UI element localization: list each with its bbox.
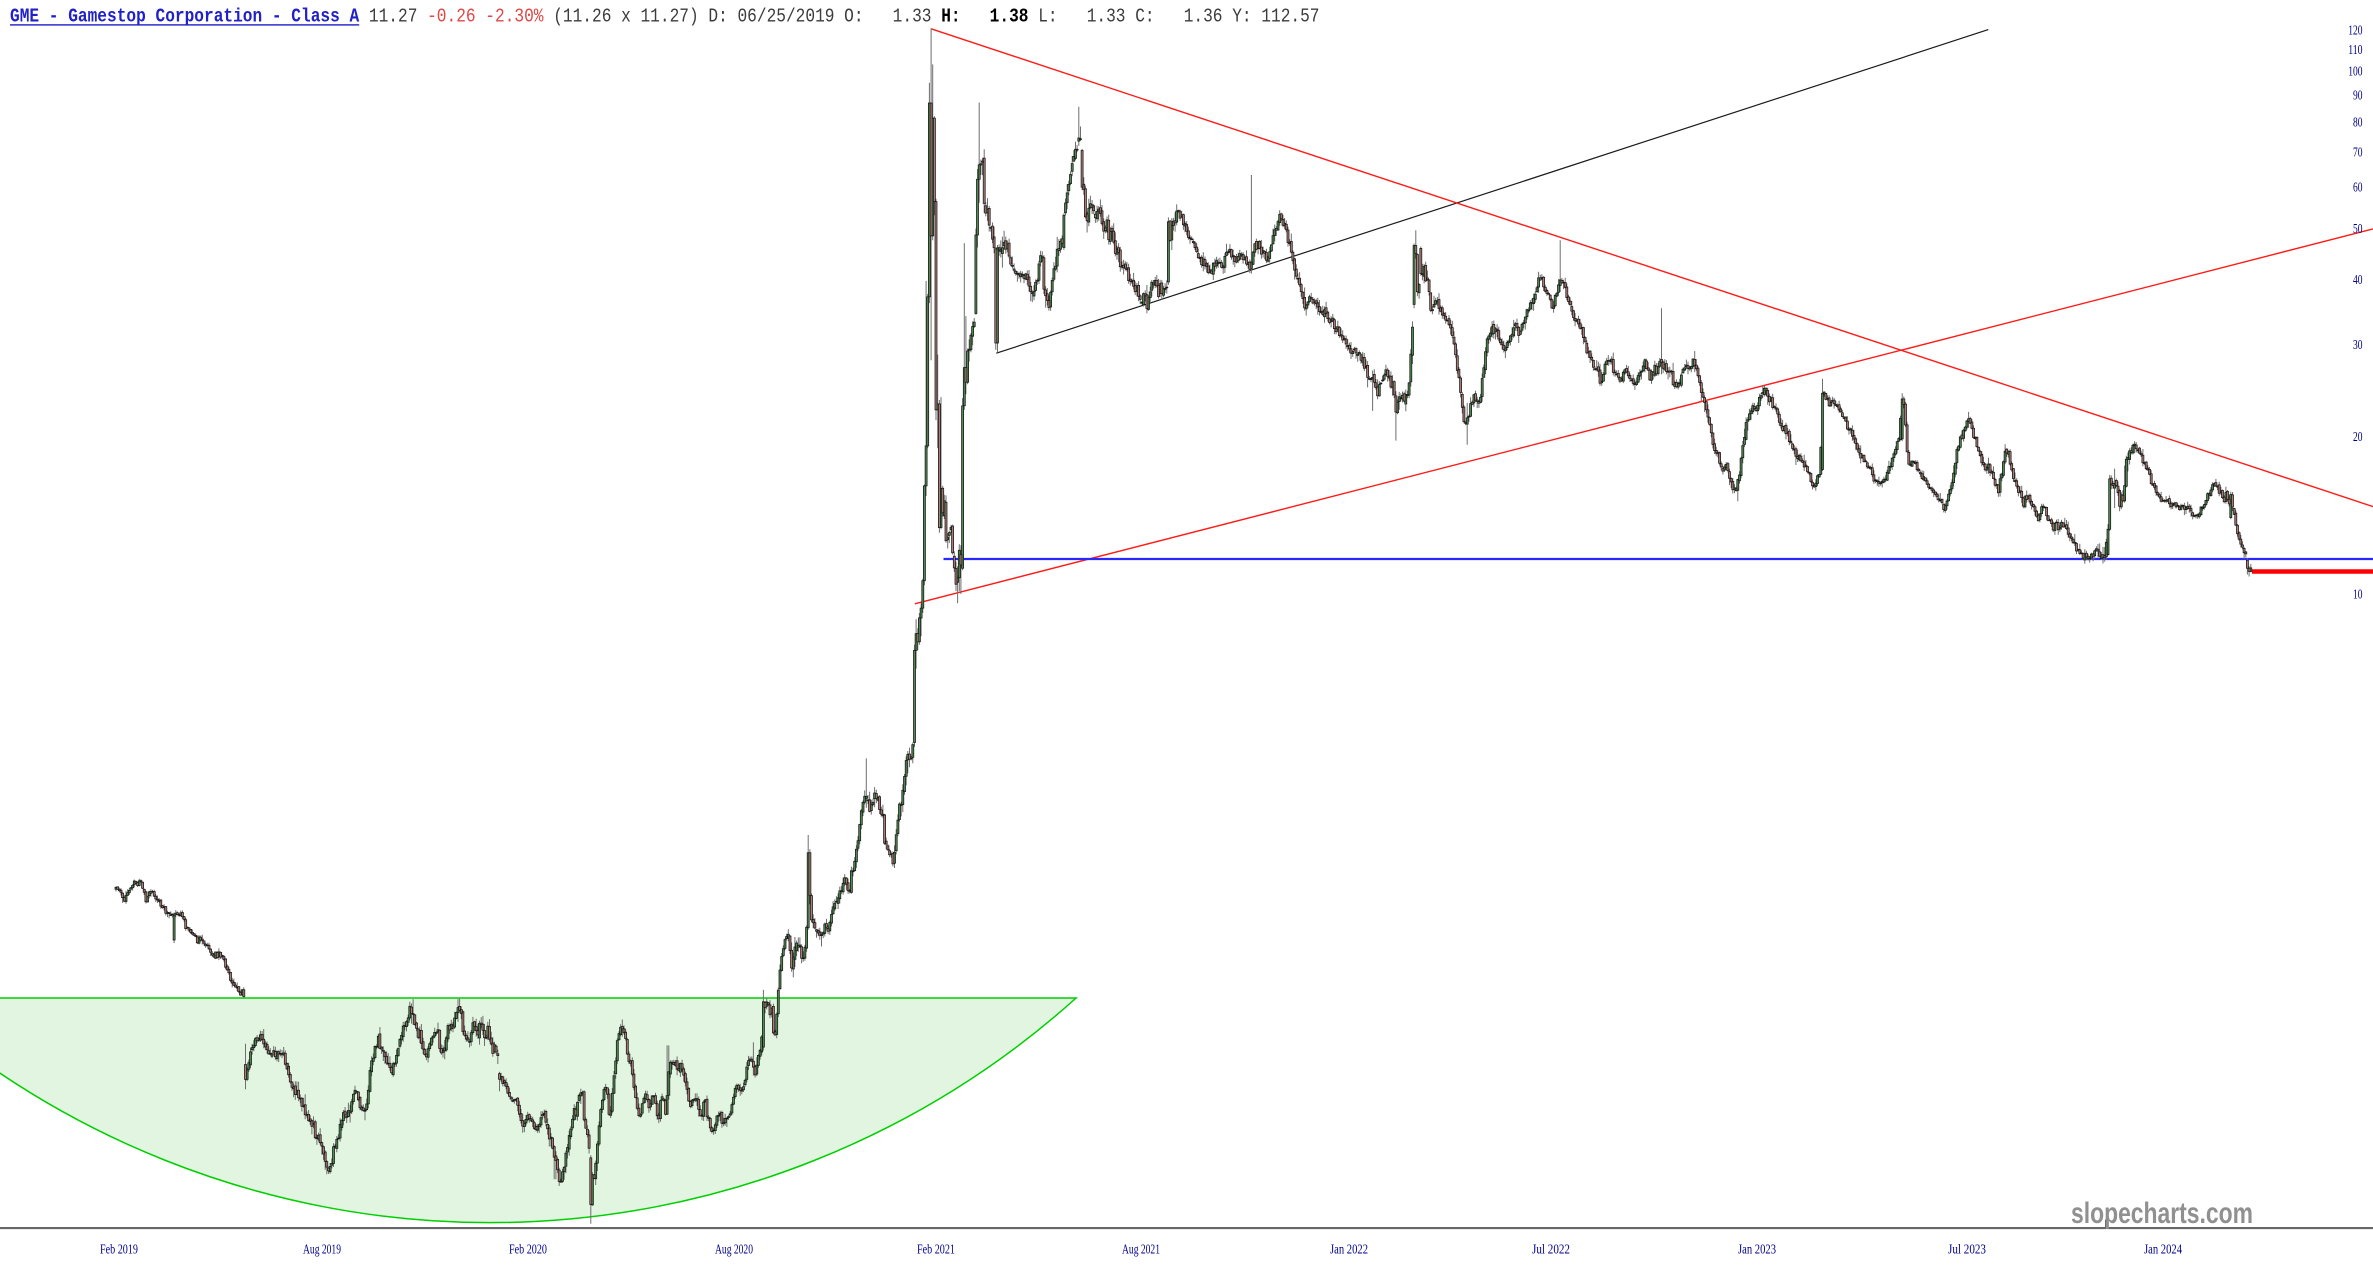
svg-text:H: 1.38: H: 1.38	[941, 6, 1028, 28]
svg-text:Feb 2020: Feb 2020	[509, 1242, 547, 1257]
svg-text:10: 10	[2353, 587, 2363, 602]
svg-text:Aug 2019: Aug 2019	[303, 1242, 341, 1257]
svg-text:120: 120	[2348, 22, 2362, 37]
svg-text:Jan 2024: Jan 2024	[2144, 1242, 2182, 1257]
svg-text:-0.26 -2.30%: -0.26 -2.30%	[427, 6, 544, 28]
svg-text:slopecharts.com: slopecharts.com	[2071, 1197, 2253, 1230]
svg-text:11.27: 11.27	[369, 6, 418, 28]
svg-text:70: 70	[2353, 145, 2363, 160]
svg-text:Aug 2021: Aug 2021	[1122, 1242, 1160, 1257]
svg-text:40: 40	[2353, 272, 2363, 287]
svg-text:30: 30	[2353, 337, 2363, 352]
svg-text:L: 1.33 C: 1.36 Y: 112.57: L: 1.33 C: 1.36 Y: 112.57	[1038, 6, 1319, 28]
svg-text:60: 60	[2353, 180, 2363, 195]
svg-text:90: 90	[2353, 88, 2363, 103]
svg-text:Jul 2023: Jul 2023	[1948, 1242, 1986, 1257]
svg-text:100: 100	[2348, 64, 2362, 79]
svg-text:Feb 2019: Feb 2019	[100, 1242, 138, 1257]
svg-text:Jan 2023: Jan 2023	[1738, 1242, 1776, 1257]
svg-text:80: 80	[2353, 114, 2363, 129]
svg-text:50: 50	[2353, 221, 2363, 236]
svg-text:Jul 2022: Jul 2022	[1532, 1242, 1570, 1257]
svg-text:Jan 2022: Jan 2022	[1330, 1242, 1368, 1257]
svg-text:110: 110	[2348, 42, 2362, 57]
svg-text:20: 20	[2353, 429, 2363, 444]
svg-text:Feb 2021: Feb 2021	[917, 1242, 955, 1257]
svg-text:(11.26 x 11.27) D: 06/25/2019: (11.26 x 11.27) D: 06/25/2019 O: 1.33	[553, 6, 931, 28]
svg-text:Aug 2020: Aug 2020	[715, 1242, 753, 1257]
